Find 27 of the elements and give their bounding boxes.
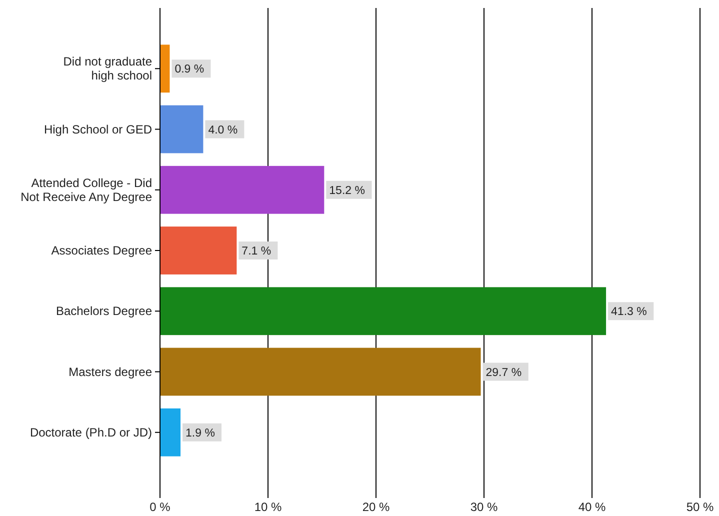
x-tick-label: 20 % [362,500,390,514]
data-label: 1.9 % [186,427,215,440]
data-label: 29.7 % [486,366,522,379]
data-label: 41.3 % [611,306,647,318]
data-label: 4.0 % [208,124,238,136]
x-tick-label: 10 % [254,500,282,514]
y-tick-label: Did not graduate high school [63,54,152,83]
bar [160,287,606,336]
y-tick-label: Masters degree [68,364,152,379]
data-label: 7.1 % [242,246,272,258]
x-tick-label: 50 % [686,500,714,514]
y-tick-label: Associates Degree [51,244,152,258]
bar [160,166,324,214]
bar [160,44,170,93]
y-tick-label: Bachelors Degree [56,304,152,318]
y-tick-label: High School or GED [44,122,152,136]
data-label: 0.9 % [174,64,204,76]
bar [160,348,481,396]
x-tick-label: 40 % [578,500,606,514]
data-label: 15.2 % [329,184,365,197]
x-tick-label: 0 % [150,500,171,514]
bar [160,105,204,154]
bar [160,226,237,274]
y-tick-label: Doctorate (Ph.D or JD) [30,425,152,440]
bar [160,408,181,456]
y-tick-label: Attended College - Did Not Receive Any Degree [20,176,152,204]
x-tick-label: 30 % [470,500,498,514]
